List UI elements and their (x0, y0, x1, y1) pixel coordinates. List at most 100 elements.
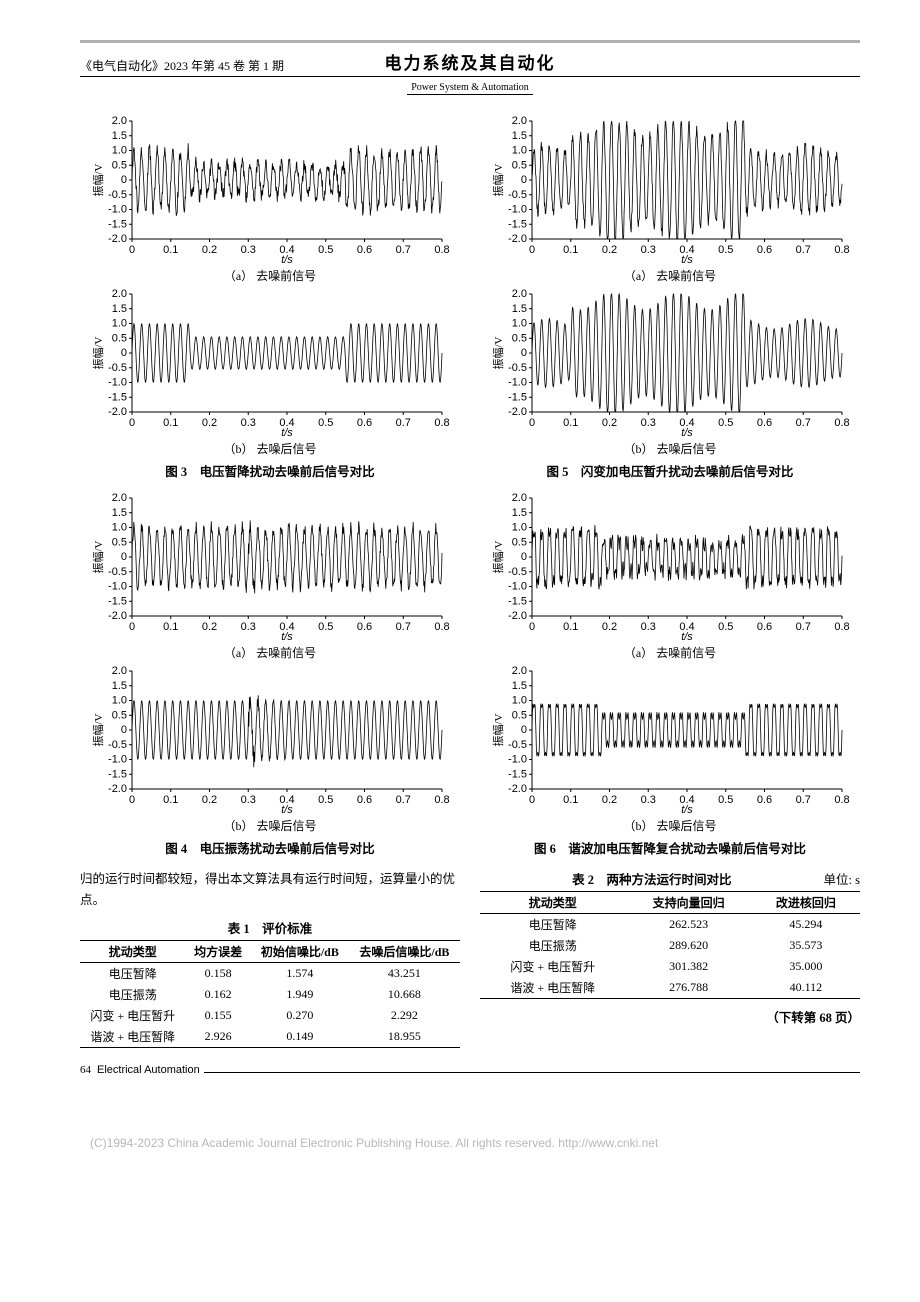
svg-text:0.1: 0.1 (563, 417, 578, 429)
svg-text:-2.0: -2.0 (108, 406, 127, 418)
fig4-a-chart: -2.0-1.5-1.0-0.500.51.01.52.000.10.20.30… (80, 492, 460, 642)
svg-text:0.7: 0.7 (396, 794, 411, 806)
fig3-a-subcaption: （a） 去噪前信号 (80, 267, 460, 284)
svg-text:0.1: 0.1 (163, 621, 178, 633)
svg-text:0.5: 0.5 (112, 709, 127, 721)
svg-text:2.0: 2.0 (512, 288, 527, 300)
table-header: 均方误差 (185, 940, 250, 962)
svg-text:0.3: 0.3 (241, 794, 256, 806)
svg-text:振幅/V: 振幅/V (491, 163, 505, 196)
svg-text:0.8: 0.8 (834, 244, 849, 256)
fig6-a-chart: -2.0-1.5-1.0-0.500.51.01.52.000.10.20.30… (480, 492, 860, 642)
table-header: 扰动类型 (80, 940, 185, 962)
table-row: 电压暂降0.1581.57443.251 (80, 962, 460, 984)
fig6-caption: 图 6 谐波加电压暂降复合扰动去噪前后信号对比 (480, 838, 860, 857)
svg-text:0: 0 (521, 724, 527, 736)
svg-text:0.5: 0.5 (112, 159, 127, 171)
svg-text:1.0: 1.0 (112, 522, 127, 534)
table-header: 初始信噪比/dB (251, 940, 349, 962)
svg-text:振幅/V: 振幅/V (91, 163, 105, 196)
svg-text:0.5: 0.5 (512, 536, 527, 548)
svg-text:2.0: 2.0 (112, 288, 127, 300)
svg-text:t/s: t/s (681, 427, 693, 438)
svg-text:-1.0: -1.0 (108, 204, 127, 216)
svg-text:1.0: 1.0 (112, 318, 127, 330)
svg-text:0.2: 0.2 (202, 417, 217, 429)
svg-text:2.0: 2.0 (512, 492, 527, 504)
svg-text:0.5: 0.5 (112, 536, 127, 548)
copyright-line: (C)1994-2023 China Academic Journal Elec… (80, 1136, 860, 1150)
svg-text:1.0: 1.0 (512, 695, 527, 707)
svg-text:0.8: 0.8 (834, 794, 849, 806)
svg-text:0.2: 0.2 (202, 621, 217, 633)
svg-text:0.6: 0.6 (357, 244, 372, 256)
svg-text:-2.0: -2.0 (508, 783, 527, 795)
svg-text:1.0: 1.0 (112, 145, 127, 157)
svg-text:2.0: 2.0 (112, 665, 127, 677)
page-header: 《电气自动化》2023 年第 45 卷 第 1 期 电力系统及其自动化 (80, 49, 860, 77)
table-header: 去噪后信噪比/dB (349, 940, 460, 962)
svg-text:0.1: 0.1 (563, 794, 578, 806)
svg-text:1.0: 1.0 (512, 145, 527, 157)
svg-text:0.8: 0.8 (434, 417, 449, 429)
svg-text:-0.5: -0.5 (508, 362, 527, 374)
table-header: 改进核回归 (752, 892, 860, 914)
svg-text:振幅/V: 振幅/V (91, 713, 105, 746)
table1: 扰动类型均方误差初始信噪比/dB去噪后信噪比/dB电压暂降0.1581.5744… (80, 940, 460, 1048)
svg-text:0.3: 0.3 (641, 417, 656, 429)
svg-text:-1.0: -1.0 (508, 581, 527, 593)
fig4-b-chart: -2.0-1.5-1.0-0.500.51.01.52.000.10.20.30… (80, 665, 460, 815)
svg-text:0.5: 0.5 (718, 794, 733, 806)
svg-text:0.3: 0.3 (241, 621, 256, 633)
fig3-b-chart: -2.0-1.5-1.0-0.500.51.01.52.000.10.20.30… (80, 288, 460, 438)
fig5-b-chart: -2.0-1.5-1.0-0.500.51.01.52.000.10.20.30… (480, 288, 860, 438)
svg-text:0.5: 0.5 (512, 709, 527, 721)
table-row: 谐波 + 电压暂降276.78840.112 (480, 977, 860, 999)
svg-text:振幅/V: 振幅/V (91, 336, 105, 369)
svg-text:0.7: 0.7 (396, 244, 411, 256)
svg-text:0.5: 0.5 (318, 244, 333, 256)
svg-text:0.1: 0.1 (163, 417, 178, 429)
svg-text:-1.5: -1.5 (508, 768, 527, 780)
svg-text:-2.0: -2.0 (508, 233, 527, 245)
svg-text:1.5: 1.5 (112, 680, 127, 692)
section-title-cn: 电力系统及其自动化 (340, 49, 600, 74)
journal-ref: 《电气自动化》2023 年第 45 卷 第 1 期 (80, 57, 340, 74)
svg-text:0.5: 0.5 (318, 417, 333, 429)
svg-text:-0.5: -0.5 (508, 189, 527, 201)
svg-text:-1.0: -1.0 (508, 377, 527, 389)
svg-text:振幅/V: 振幅/V (91, 540, 105, 573)
fig3-b-subcaption: （b） 去噪后信号 (80, 440, 460, 457)
svg-text:0: 0 (129, 417, 135, 429)
fig3-caption: 图 3 电压暂降扰动去噪前后信号对比 (80, 461, 460, 480)
svg-text:0.5: 0.5 (112, 332, 127, 344)
svg-text:0.7: 0.7 (396, 621, 411, 633)
svg-text:-0.5: -0.5 (108, 739, 127, 751)
svg-text:0.8: 0.8 (834, 621, 849, 633)
svg-text:0.2: 0.2 (602, 244, 617, 256)
svg-text:0: 0 (529, 621, 535, 633)
svg-text:0.6: 0.6 (357, 621, 372, 633)
svg-text:振幅/V: 振幅/V (491, 713, 505, 746)
svg-text:0.5: 0.5 (718, 244, 733, 256)
svg-text:0: 0 (529, 417, 535, 429)
svg-text:1.5: 1.5 (512, 507, 527, 519)
svg-text:0.5: 0.5 (318, 794, 333, 806)
svg-text:2.0: 2.0 (512, 665, 527, 677)
section-title-en: Power System & Automation (407, 82, 533, 95)
svg-text:0.6: 0.6 (757, 417, 772, 429)
page-footer: 64 Electrical Automation (80, 1064, 860, 1076)
svg-text:t/s: t/s (681, 804, 693, 815)
table-row: 谐波 + 电压暂降2.9260.14918.955 (80, 1026, 460, 1048)
svg-text:-1.5: -1.5 (108, 768, 127, 780)
svg-text:t/s: t/s (281, 254, 293, 265)
svg-text:2.0: 2.0 (112, 115, 127, 127)
svg-text:0.2: 0.2 (202, 794, 217, 806)
fig6-a-subcaption: （a） 去噪前信号 (480, 644, 860, 661)
svg-text:-1.0: -1.0 (108, 377, 127, 389)
svg-text:1.0: 1.0 (112, 695, 127, 707)
svg-text:振幅/V: 振幅/V (491, 336, 505, 369)
svg-text:0.2: 0.2 (602, 621, 617, 633)
continue-note: （下转第 68 页） (480, 1007, 860, 1026)
svg-text:0: 0 (129, 621, 135, 633)
